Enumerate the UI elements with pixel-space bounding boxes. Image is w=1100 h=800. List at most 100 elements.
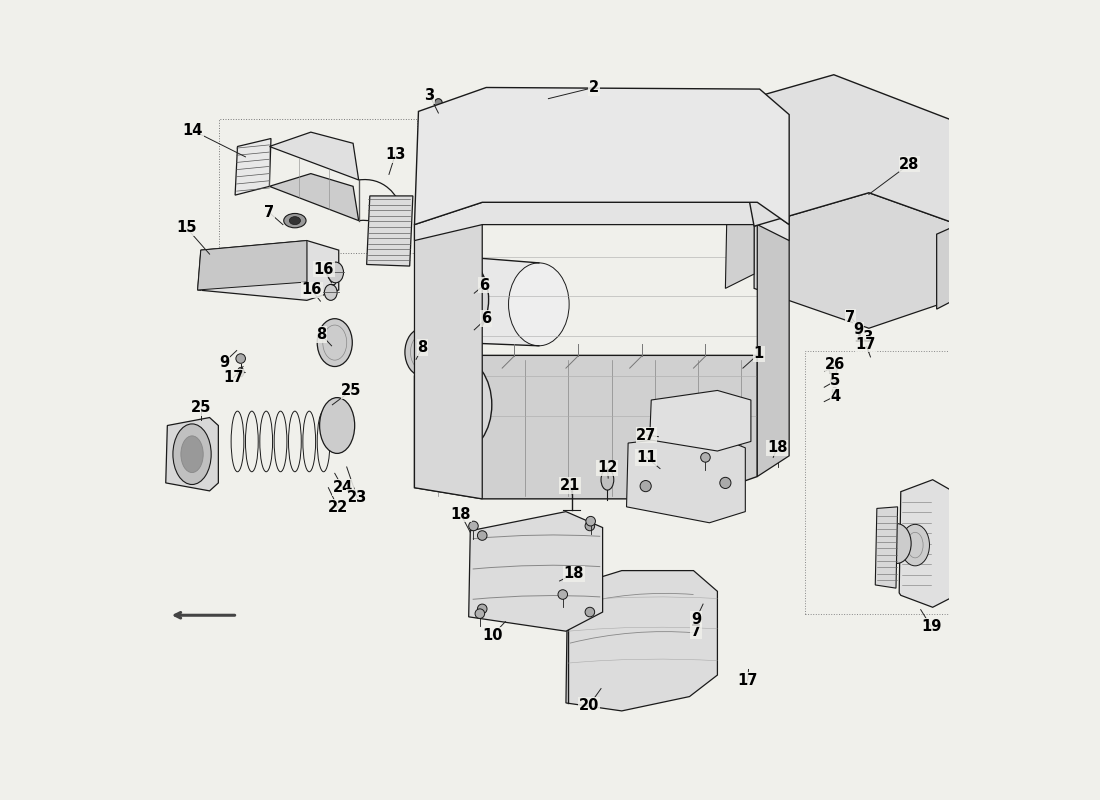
Text: 4: 4 — [830, 389, 840, 403]
Polygon shape — [166, 418, 219, 491]
Text: 21: 21 — [560, 478, 580, 493]
Text: 16: 16 — [301, 282, 322, 298]
Ellipse shape — [833, 387, 837, 394]
Ellipse shape — [324, 285, 337, 300]
Ellipse shape — [425, 357, 492, 453]
Text: 22: 22 — [328, 500, 348, 515]
Ellipse shape — [475, 609, 485, 618]
Text: 5: 5 — [830, 374, 840, 388]
Ellipse shape — [477, 604, 487, 614]
Text: 28: 28 — [900, 157, 920, 171]
Text: 9: 9 — [854, 322, 864, 338]
Text: 17: 17 — [223, 370, 244, 385]
Polygon shape — [270, 132, 359, 180]
Text: 13: 13 — [385, 147, 406, 162]
Text: 8: 8 — [316, 327, 327, 342]
Text: 14: 14 — [183, 123, 204, 138]
Ellipse shape — [506, 364, 573, 457]
Ellipse shape — [701, 453, 711, 462]
Polygon shape — [469, 512, 603, 631]
Text: 18: 18 — [767, 440, 788, 455]
Polygon shape — [415, 87, 789, 225]
Ellipse shape — [173, 424, 211, 485]
Ellipse shape — [829, 365, 837, 374]
Ellipse shape — [477, 530, 487, 540]
Text: 17: 17 — [856, 337, 876, 352]
Text: 1: 1 — [754, 346, 764, 362]
Ellipse shape — [289, 217, 300, 225]
Polygon shape — [757, 201, 789, 477]
Ellipse shape — [238, 367, 244, 377]
Ellipse shape — [640, 481, 651, 492]
Text: 7: 7 — [846, 310, 856, 325]
Text: 20: 20 — [579, 698, 600, 713]
Polygon shape — [899, 480, 960, 607]
Text: 25: 25 — [341, 383, 362, 398]
Text: 27: 27 — [636, 427, 657, 442]
Text: 2: 2 — [588, 80, 598, 95]
Text: 16: 16 — [314, 262, 333, 277]
Ellipse shape — [428, 257, 488, 342]
Polygon shape — [366, 196, 412, 266]
Ellipse shape — [830, 377, 837, 385]
Text: 19: 19 — [921, 619, 942, 634]
Polygon shape — [459, 257, 539, 346]
Ellipse shape — [469, 521, 478, 530]
Ellipse shape — [180, 436, 204, 473]
Ellipse shape — [328, 262, 343, 283]
Ellipse shape — [601, 470, 614, 490]
Polygon shape — [937, 225, 958, 309]
Ellipse shape — [558, 590, 568, 599]
Polygon shape — [415, 202, 789, 241]
Text: 9: 9 — [219, 355, 229, 370]
Ellipse shape — [235, 354, 245, 363]
Ellipse shape — [940, 246, 954, 287]
Polygon shape — [415, 202, 482, 499]
Ellipse shape — [719, 478, 732, 489]
Polygon shape — [270, 174, 359, 221]
Text: 23: 23 — [346, 490, 367, 505]
Ellipse shape — [508, 263, 569, 346]
Polygon shape — [749, 74, 958, 226]
Text: 7: 7 — [264, 205, 274, 220]
Text: 11: 11 — [636, 450, 657, 465]
Polygon shape — [876, 507, 898, 588]
Text: 13: 13 — [854, 330, 873, 346]
Ellipse shape — [773, 450, 783, 459]
Text: 6: 6 — [481, 311, 492, 326]
Ellipse shape — [320, 398, 354, 454]
Polygon shape — [725, 194, 755, 288]
Text: 18: 18 — [451, 506, 471, 522]
Polygon shape — [755, 193, 958, 328]
Ellipse shape — [901, 524, 930, 566]
Polygon shape — [459, 357, 540, 457]
Ellipse shape — [434, 98, 442, 108]
Text: 25: 25 — [190, 401, 211, 415]
Polygon shape — [565, 570, 717, 711]
Ellipse shape — [317, 318, 352, 366]
Ellipse shape — [284, 214, 306, 228]
Text: 12: 12 — [597, 460, 617, 475]
Polygon shape — [627, 434, 746, 522]
Text: 6: 6 — [478, 278, 488, 293]
Text: 7: 7 — [691, 624, 701, 638]
Polygon shape — [650, 390, 751, 451]
Text: 17: 17 — [737, 673, 758, 688]
Text: 26: 26 — [825, 358, 846, 373]
Text: 18: 18 — [563, 566, 584, 582]
Ellipse shape — [586, 516, 595, 526]
Ellipse shape — [585, 607, 595, 617]
Polygon shape — [415, 355, 757, 499]
Text: 24: 24 — [332, 480, 353, 495]
Text: 15: 15 — [176, 220, 197, 235]
Ellipse shape — [405, 328, 440, 376]
Text: 9: 9 — [691, 612, 701, 626]
Text: 3: 3 — [425, 88, 435, 103]
Polygon shape — [235, 138, 271, 195]
Ellipse shape — [585, 521, 595, 530]
Text: 10: 10 — [482, 628, 503, 642]
Polygon shape — [198, 241, 307, 290]
Text: 8: 8 — [417, 340, 428, 355]
Ellipse shape — [882, 523, 911, 563]
Polygon shape — [198, 241, 339, 300]
